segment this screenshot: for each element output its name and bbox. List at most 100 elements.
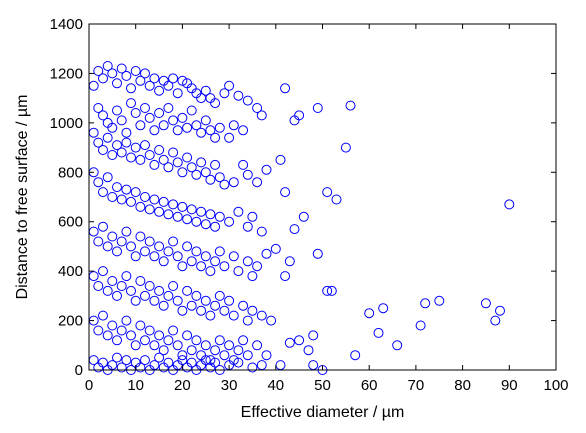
data-point [126,241,136,252]
data-point [294,335,305,346]
data-point [177,75,188,86]
data-point [158,362,169,373]
data-point [261,350,272,361]
x-tick-label: 70 [408,377,425,394]
data-point [210,357,221,368]
x-axis-label: Effective diameter / µm [241,404,405,421]
data-point [495,305,505,316]
data-point [256,310,267,321]
data-point [177,112,188,123]
data-point [98,310,108,321]
data-point [130,108,141,118]
data-point [214,172,225,183]
data-point [172,251,183,262]
data-point [135,276,146,286]
data-point [191,120,202,131]
data-point [200,340,211,351]
data-point [326,285,337,296]
data-point [205,310,216,321]
data-point [233,206,244,217]
data-point [144,112,155,123]
data-point [228,251,239,262]
y-tick-label: 1000 [50,115,83,132]
data-point [415,320,426,331]
data-point [107,150,118,160]
data-point [224,132,235,143]
data-point [126,330,136,341]
data-point [224,340,235,351]
data-point [205,266,216,277]
data-point [144,204,155,215]
data-point [233,345,244,356]
data-point [205,125,216,136]
data-point [172,157,183,168]
data-point [135,320,146,331]
data-point [107,320,118,331]
data-point [228,310,239,321]
data-point [121,315,132,326]
data-point [266,315,277,326]
data-point [154,285,165,296]
data-point [247,305,258,316]
data-point [238,159,249,170]
data-point [172,88,183,99]
data-point [182,285,193,296]
data-point [112,335,122,346]
data-point [135,75,146,86]
data-point [107,231,118,242]
data-point [219,305,230,316]
data-point [172,211,183,222]
data-point [154,108,165,118]
data-point [196,360,207,371]
data-point [93,236,104,247]
x-tick-label: 50 [314,377,331,394]
data-point [112,140,122,151]
data-point [191,290,202,301]
y-tick-label: 1400 [50,16,83,33]
data-point [121,137,132,148]
data-point [205,209,216,220]
data-point [112,182,122,193]
data-point [144,325,155,336]
data-point [149,251,160,262]
data-point [130,187,141,198]
data-point [219,179,230,190]
data-point [93,325,104,336]
data-point [298,211,309,222]
data-point [219,261,230,272]
data-point [126,285,136,296]
data-point [210,256,221,267]
data-point [294,110,305,121]
data-point [98,221,108,232]
data-point [135,201,146,212]
data-point [392,340,403,351]
data-point [345,100,356,111]
data-point [168,199,179,210]
data-point [196,127,207,138]
data-point [140,290,150,301]
data-point [196,157,207,168]
data-point [149,194,160,205]
y-tick-label: 800 [58,164,83,181]
y-axis-label: Distance to free surface / µm [14,95,31,300]
data-point [210,132,221,143]
data-point [242,95,253,106]
data-point [168,147,179,158]
data-point [275,154,286,165]
data-point [116,281,127,291]
data-point [420,298,431,309]
data-point [233,266,244,277]
data-point [238,125,249,136]
data-point [135,120,146,131]
data-point [102,241,113,252]
data-point [504,199,515,210]
data-point [107,276,118,286]
data-point [93,103,104,113]
x-tick-label: 60 [361,377,378,394]
x-axis-ticks: 0 10 20 30 40 50 60 70 80 90 100 [85,24,569,394]
data-point [177,350,188,361]
data-point [158,300,169,311]
data-point [219,88,230,99]
data-point [102,132,113,143]
